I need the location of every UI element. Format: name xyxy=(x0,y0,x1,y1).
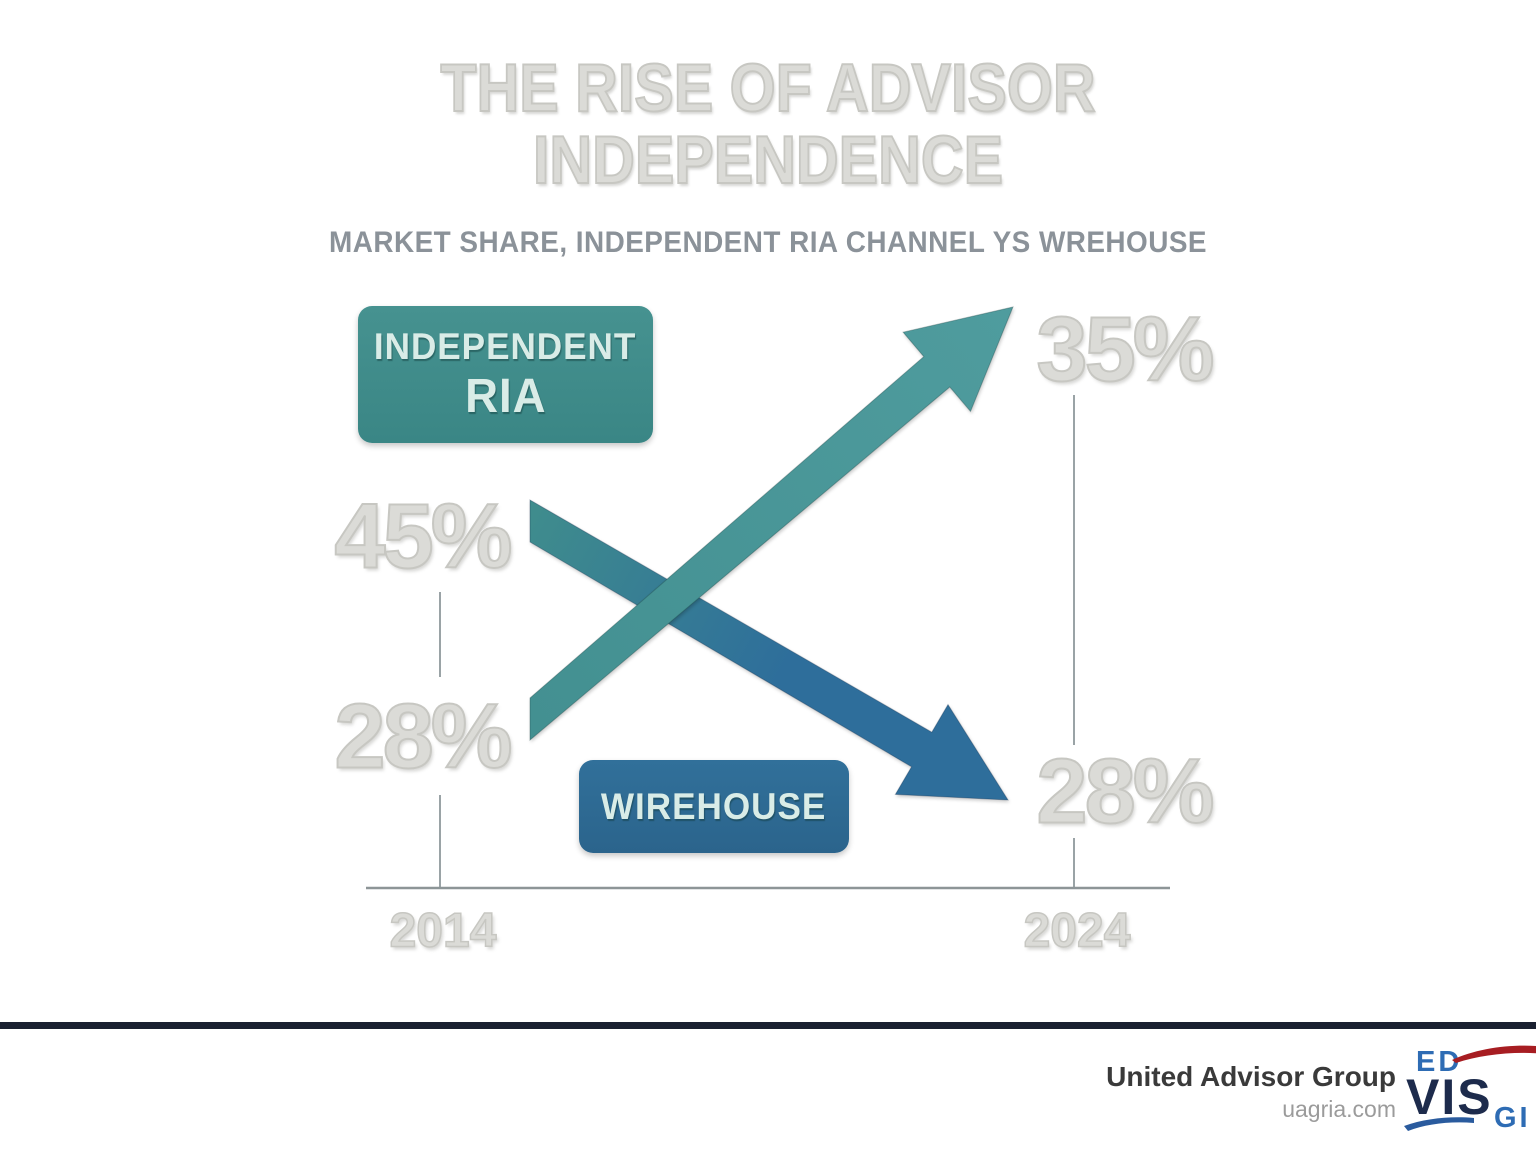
page-subtitle: MARKET SHARE, INDEPENDENT RIA CHANNEL YS… xyxy=(329,226,1207,259)
wirehouse-legend-box: WIREHOUSE xyxy=(579,760,849,853)
ria-legend-line2: RIA xyxy=(464,370,547,424)
logo-text-gi: GI xyxy=(1494,1102,1531,1134)
logo-text-ed: ED xyxy=(1416,1046,1463,1078)
x-tick-2014: 2014 xyxy=(389,904,497,959)
wirehouse-arrow xyxy=(529,499,1009,801)
page-title-line2: INDEPENDENCE xyxy=(532,122,1004,199)
blue-swoosh-icon xyxy=(1404,1117,1474,1131)
x-tick-2024: 2024 xyxy=(1023,904,1131,959)
wirehouse-legend-label: WIREHOUSE xyxy=(601,785,827,827)
footer-divider xyxy=(0,1022,1536,1029)
label-ria-2024: 35% xyxy=(1035,298,1215,402)
ria-arrow xyxy=(529,306,1014,742)
company-name: United Advisor Group xyxy=(1106,1061,1396,1092)
label-ria-2014: 28% xyxy=(333,685,513,789)
ria-legend-line1: INDEPENDENT xyxy=(374,325,637,367)
ria-legend-box: INDEPENDENT RIA xyxy=(358,306,653,443)
page-title-line1: THE RISE OF ADVISOR xyxy=(440,50,1097,126)
red-swoosh-icon xyxy=(1452,1045,1536,1063)
label-wirehouse-2014: 45% xyxy=(333,485,513,589)
label-wirehouse-2024: 28% xyxy=(1035,740,1215,844)
page-title: THE RISE OF ADVISOR INDEPENDENCE xyxy=(100,50,1436,199)
company-website: uagria.com xyxy=(1282,1096,1396,1122)
logo-text-vis: VIS xyxy=(1406,1069,1493,1125)
